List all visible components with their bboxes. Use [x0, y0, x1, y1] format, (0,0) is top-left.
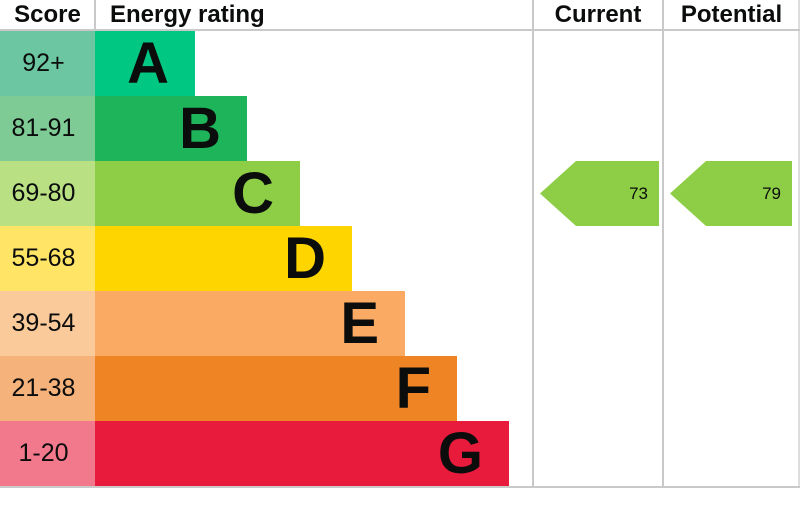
- band-row-g: 1-20 G: [0, 421, 800, 486]
- band-bar: E: [95, 291, 405, 356]
- band-letter: F: [395, 355, 431, 421]
- band-row-d: 55-68 D: [0, 226, 800, 291]
- band-letter: D: [284, 225, 326, 291]
- band-letter: E: [340, 290, 379, 356]
- band-letter: G: [437, 420, 483, 486]
- score-range-cell: 92+: [0, 31, 95, 96]
- band-bar: A: [95, 31, 195, 96]
- band-rows: 92+ A 81-91 B 69-80 C 55-68 D 39-54 E 21…: [0, 31, 800, 486]
- header-row: Score Energy rating Current Potential: [0, 0, 800, 29]
- band-bar: F: [95, 356, 457, 421]
- potential-column-divider: [662, 0, 664, 487]
- current-rating-value: 73: [629, 183, 648, 203]
- bottom-border: [0, 486, 800, 488]
- score-range-cell: 55-68: [0, 226, 95, 291]
- score-column-header: Score: [14, 0, 81, 28]
- right-border: [798, 0, 800, 487]
- score-range-cell: 21-38: [0, 356, 95, 421]
- band-bar: C: [95, 161, 300, 226]
- energy-rating-column-header: Energy rating: [110, 0, 265, 28]
- score-range-cell: 69-80: [0, 161, 95, 226]
- band-bar: D: [95, 226, 352, 291]
- score-header-divider: [94, 0, 96, 29]
- potential-column-header: Potential: [680, 0, 783, 28]
- band-letter: B: [179, 95, 221, 161]
- band-row-c: 69-80 C: [0, 161, 800, 226]
- current-column-header: Current: [554, 0, 642, 28]
- band-letter: C: [232, 160, 274, 226]
- band-letter: A: [127, 30, 169, 96]
- band-bar: B: [95, 96, 247, 161]
- potential-rating-value: 79: [762, 183, 781, 203]
- band-row-e: 39-54 E: [0, 291, 800, 356]
- band-row-a: 92+ A: [0, 31, 800, 96]
- score-range-cell: 39-54: [0, 291, 95, 356]
- band-bar: G: [95, 421, 509, 486]
- score-range-cell: 1-20: [0, 421, 95, 486]
- score-range-cell: 81-91: [0, 96, 95, 161]
- header-underline: [0, 29, 800, 31]
- current-column-divider: [532, 0, 534, 487]
- band-row-b: 81-91 B: [0, 96, 800, 161]
- band-row-f: 21-38 F: [0, 356, 800, 421]
